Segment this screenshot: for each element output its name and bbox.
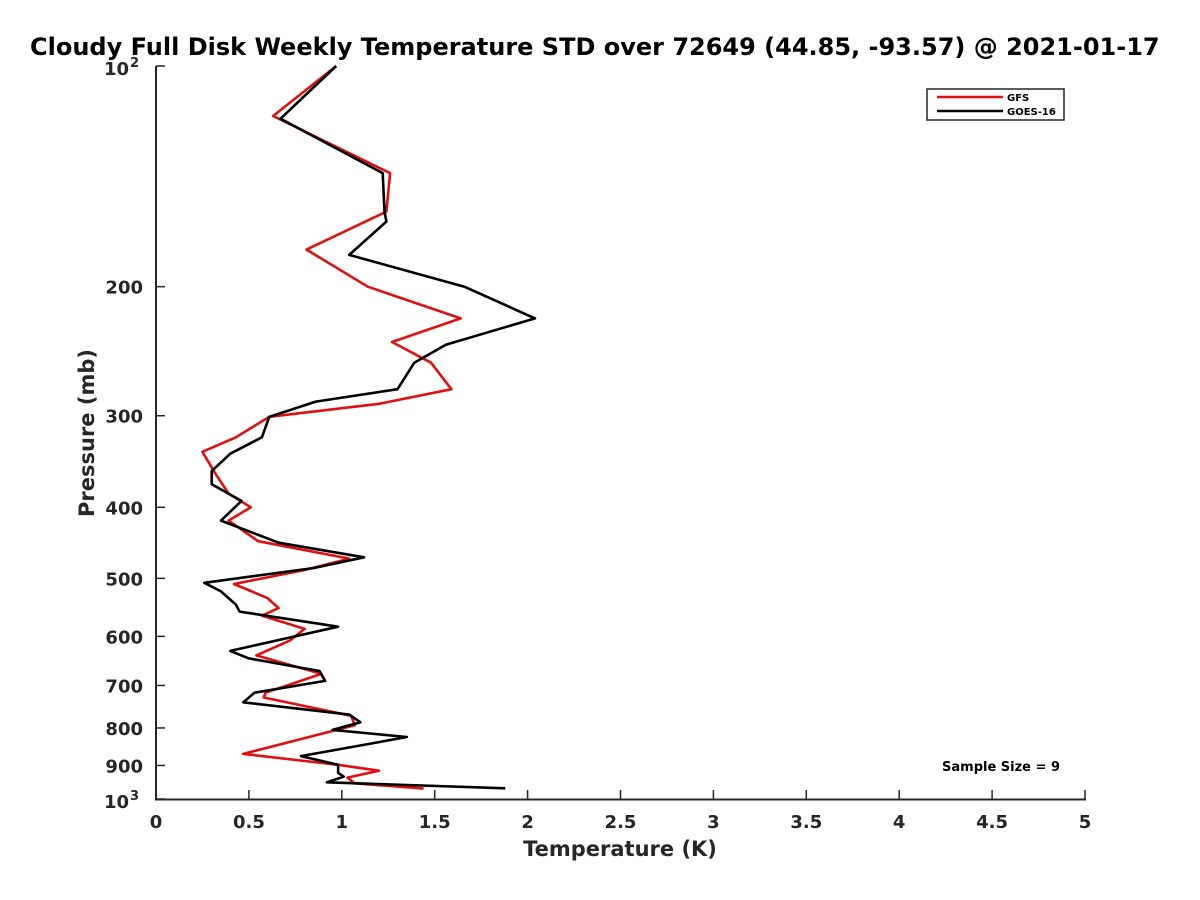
- legend-label: GFS: [1007, 93, 1029, 104]
- y-tick-label: 900: [105, 756, 143, 777]
- x-tick-label: 4.5: [976, 812, 1008, 833]
- x-tick-label: 3: [707, 812, 720, 833]
- y-tick-label: 300: [105, 407, 143, 428]
- legend-box: [926, 88, 1065, 121]
- plot-area: [156, 66, 1085, 799]
- x-axis-label: Temperature (K): [523, 837, 717, 861]
- y-tick-label: 600: [105, 627, 143, 648]
- y-tick-exponent: 2: [130, 56, 139, 71]
- x-tick-label: 3.5: [790, 812, 822, 833]
- x-tick-label: 2.5: [605, 812, 637, 833]
- x-tick-label: 0: [150, 812, 163, 833]
- x-tick-label: 1.5: [419, 812, 451, 833]
- y-tick-label: 400: [105, 498, 143, 519]
- plot-background: [156, 66, 1085, 799]
- y-axis-label: Pressure (mb): [75, 349, 99, 517]
- y-tick-label: 10: [104, 59, 129, 80]
- chart-title: Cloudy Full Disk Weekly Temperature STD …: [30, 33, 1160, 61]
- axes: [155, 66, 1086, 801]
- legend-label: GOES-16: [1007, 107, 1056, 118]
- series-layer: [201, 64, 537, 790]
- y-tick-label: 500: [105, 569, 143, 590]
- y-tick-label: 800: [105, 719, 143, 740]
- y-tick-label: 10: [104, 792, 129, 813]
- x-tick-label: 1: [336, 812, 349, 833]
- y-tick-label: 200: [105, 278, 143, 299]
- x-tick-label: 4: [893, 812, 906, 833]
- x-tick-label: 0.5: [233, 812, 265, 833]
- y-tick-label: 700: [105, 676, 143, 697]
- x-tick-label: 2: [521, 812, 534, 833]
- series-line-goes-16: [203, 65, 537, 790]
- series-line-gfs: [201, 64, 463, 790]
- legend: GFS GOES-16: [926, 88, 1065, 121]
- y-tick-exponent: 3: [130, 789, 139, 804]
- x-axis-ticks: 0 0.5 1 1.5 2 2.5 3 3.5 4 4.5 5: [150, 790, 1092, 833]
- x-tick-label: 5: [1079, 812, 1092, 833]
- sample-size-annotation: Sample Size = 9: [942, 760, 1060, 775]
